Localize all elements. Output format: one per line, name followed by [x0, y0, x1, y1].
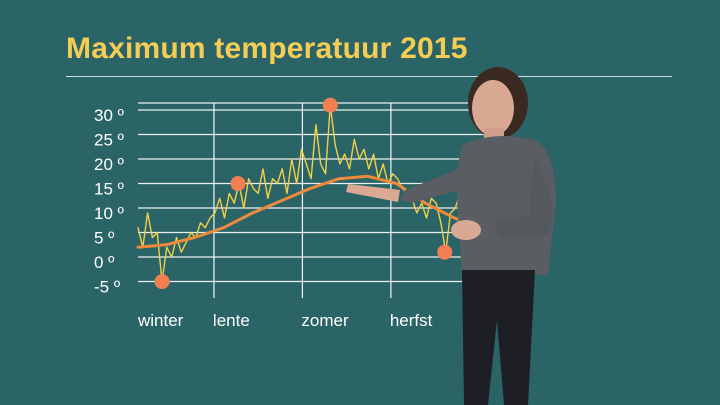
- extreme-markers: [154, 97, 453, 290]
- season-label: lente: [213, 311, 250, 330]
- y-axis-ticks: 30 º 25 º 20 º 15 º 10 º 5 º 0 º -5 º: [94, 106, 124, 297]
- season-label: herfst: [390, 311, 433, 330]
- daily-temperature-line: [137, 104, 489, 283]
- y-tick-label: 15 º: [94, 180, 124, 199]
- y-tick-label: 25 º: [94, 131, 124, 150]
- y-tick-label: 20 º: [94, 155, 124, 174]
- chart-grid: [138, 102, 488, 298]
- extreme-marker: [230, 176, 246, 192]
- y-tick-label: 5 º: [94, 229, 114, 248]
- extreme-marker: [322, 97, 338, 113]
- season-label: zomer: [301, 311, 349, 330]
- y-tick-label: -5 º: [94, 278, 120, 297]
- y-tick-label: 30 º: [94, 106, 124, 125]
- presenter-figure: [346, 67, 556, 405]
- trend-line: [136, 174, 490, 249]
- extreme-marker: [437, 244, 453, 260]
- y-tick-label: 10 º: [94, 204, 124, 223]
- title-divider: [66, 76, 672, 77]
- y-tick-label: 0 º: [94, 253, 114, 272]
- extreme-marker: [154, 274, 170, 290]
- season-label: winter: [137, 311, 184, 330]
- chart-series: [136, 104, 490, 283]
- chart-title: Maximum temperatuur 2015: [66, 32, 468, 65]
